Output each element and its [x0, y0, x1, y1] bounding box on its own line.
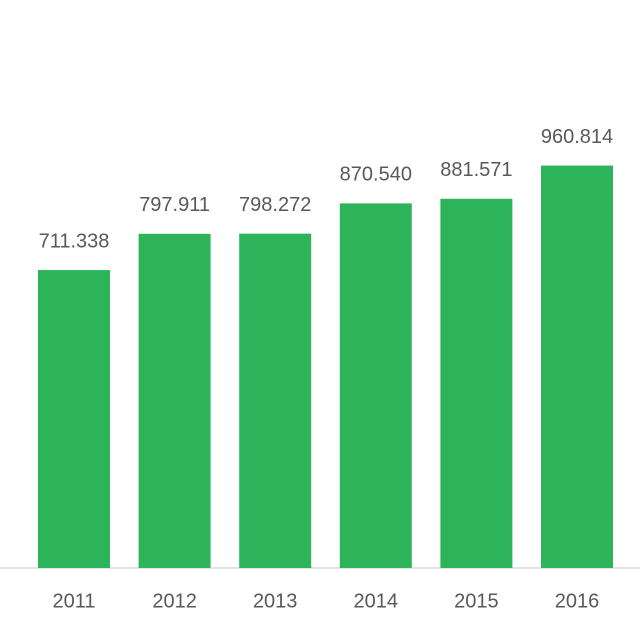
data-label: 881.571: [440, 159, 512, 181]
data-label: 960.814: [541, 126, 613, 148]
x-tick-label: 2014: [354, 590, 399, 612]
bar: [38, 270, 110, 568]
x-tick-label: 2011: [52, 590, 95, 612]
bar: [339, 203, 412, 568]
x-tick-label: 2015: [454, 590, 499, 612]
x-tick-label: 2013: [253, 590, 298, 612]
x-tick-label: 2016: [555, 590, 600, 612]
data-label: 797.911: [139, 194, 210, 216]
data-label: 711.338: [39, 230, 110, 252]
bar: [138, 233, 211, 568]
bar: [440, 198, 513, 568]
x-tick-label: 2012: [152, 590, 197, 612]
data-label: 798.272: [239, 194, 311, 216]
bar: [541, 165, 613, 568]
bar: [239, 233, 312, 568]
data-label: 870.540: [340, 164, 412, 186]
